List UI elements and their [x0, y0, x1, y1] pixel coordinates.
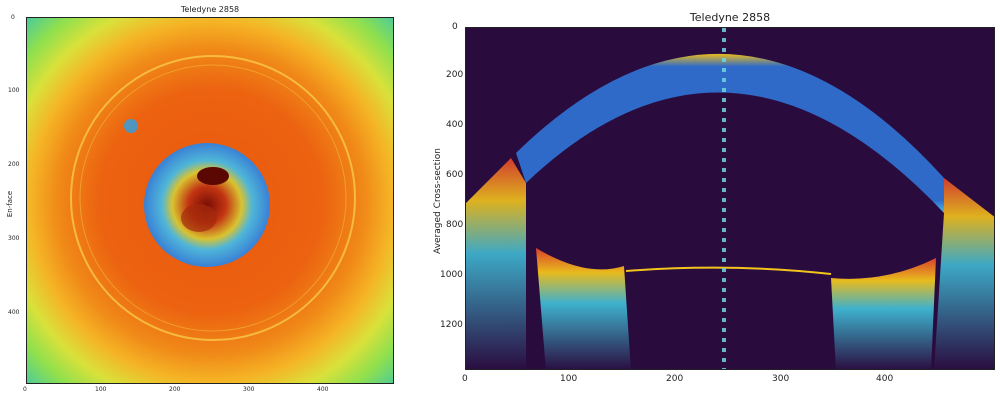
right-ytick: 800 — [446, 220, 464, 230]
left-ytick: 300 — [8, 235, 20, 242]
left-y-axis-label: En-face — [6, 190, 14, 218]
right-ytick: 0 — [452, 22, 458, 32]
cross-section-image — [465, 27, 995, 370]
right-xtick: 100 — [560, 374, 578, 384]
right-panel-title: Teledyne 2858 — [689, 11, 771, 24]
left-ytick: 400 — [8, 309, 20, 316]
right-xtick: 300 — [772, 374, 790, 384]
left-xtick: 100 — [95, 386, 107, 393]
left-xtick: 400 — [317, 386, 329, 393]
left-ytick: 100 — [8, 87, 20, 94]
right-ytick: 1200 — [440, 320, 463, 330]
left-xtick: 300 — [243, 386, 255, 393]
right-xtick: 0 — [462, 374, 468, 384]
left-xtick: 200 — [169, 386, 181, 393]
right-xtick: 200 — [666, 374, 684, 384]
right-xtick: 400 — [876, 374, 894, 384]
right-ytick: 200 — [446, 70, 464, 80]
right-ytick: 1000 — [440, 270, 463, 280]
left-ytick: 0 — [11, 14, 15, 21]
right-y-axis-label: Averaged Cross-section — [433, 148, 443, 254]
right-ytick: 600 — [446, 170, 464, 180]
en-face-panel: Teledyne 2858 En-face 0 100 200 300 400 — [0, 0, 400, 400]
left-panel-title: Teledyne 2858 — [180, 5, 240, 14]
cross-section-panel: Teledyne 2858 Averaged Cross-section 0 2… — [410, 0, 1000, 400]
left-xtick: 0 — [23, 386, 27, 393]
en-face-image — [26, 17, 394, 384]
right-ytick: 400 — [446, 120, 464, 130]
left-ytick: 200 — [8, 161, 20, 168]
